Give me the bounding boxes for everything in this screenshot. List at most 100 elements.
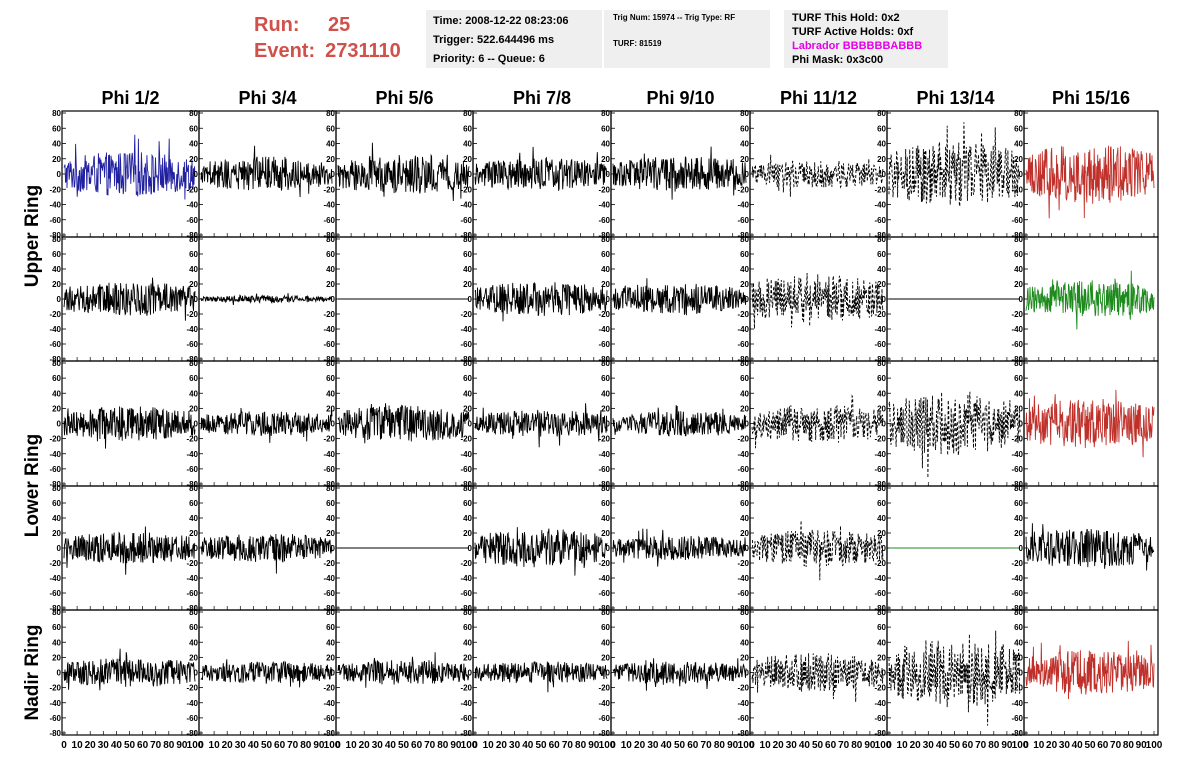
ytick-label-r4-c5-20: 20 [601,529,610,538]
ytick-label-r1-c2--80: -80 [186,231,198,240]
ytick-label-r3-c2-40: 40 [189,389,198,398]
ytick-label-r4-c7-80: 80 [877,484,886,493]
ytick-label-r2-c5--40: -40 [598,325,610,334]
ytick-label-r5-c5-40: 40 [601,638,610,647]
ytick-label-r4-c4-40: 40 [463,514,472,523]
ytick-label-r3-c4-80: 80 [463,359,472,368]
xtick-label-c6-50: 50 [812,740,824,751]
ytick-label-r1-c1-40: 40 [52,140,61,149]
ytick-label-r3-c4--60: -60 [460,465,472,474]
ytick-label-r2-c2--80: -80 [186,355,198,364]
waveform-r5-c5 [612,658,747,691]
ytick-label-r4-c1-60: 60 [52,499,61,508]
ytick-label-r4-c3-40: 40 [326,514,335,523]
ytick-label-r1-c1--80: -80 [49,231,61,240]
ytick-label-r1-c4-60: 60 [463,124,472,133]
ytick-label-r5-c6-80: 80 [740,608,749,617]
ytick-label-r3-c1--20: -20 [49,435,61,444]
ytick-label-r2-c6-60: 60 [740,250,749,259]
xtick-label-c5-70: 70 [701,740,713,751]
ytick-label-r2-c4--40: -40 [460,325,472,334]
xtick-label-c7-60: 60 [962,740,974,751]
ytick-label-r5-c3-60: 60 [326,623,335,632]
ytick-label-r4-c5-80: 80 [601,484,610,493]
ytick-label-r1-c3-80: 80 [326,109,335,118]
ytick-label-r2-c2--40: -40 [186,325,198,334]
ytick-label-r3-c8-20: 20 [1014,404,1023,413]
ytick-label-r1-c5--40: -40 [598,201,610,210]
ytick-label-r2-c7-20: 20 [877,280,886,289]
ytick-label-r1-c2--40: -40 [186,201,198,210]
xtick-label-c2-0: 0 [198,740,204,751]
ytick-label-r4-c4--80: -80 [460,604,472,613]
xtick-label-c5-0: 0 [610,740,616,751]
ytick-label-r5-c5--60: -60 [598,714,610,723]
ytick-label-r4-c2-40: 40 [189,514,198,523]
ytick-label-r5-c6--60: -60 [737,714,749,723]
xtick-label-c5-80: 80 [714,740,726,751]
waveform-r2-c8 [1025,270,1155,330]
ytick-label-r4-c5--40: -40 [598,574,610,583]
ytick-label-r3-c2--40: -40 [186,450,198,459]
xtick-label-c1-0: 0 [61,740,67,751]
ytick-label-r4-c3-20: 20 [326,529,335,538]
ytick-label-r2-c2-0: 0 [194,295,199,304]
ytick-label-r1-c6--20: -20 [737,185,749,194]
xtick-label-c4-100: 100 [599,740,616,751]
ytick-label-r1-c7-80: 80 [877,109,886,118]
ytick-label-r4-c8-0: 0 [1019,544,1024,553]
waveform-r5-c1 [63,648,196,691]
ytick-label-r3-c1--80: -80 [49,480,61,489]
ytick-label-r3-c6--60: -60 [737,465,749,474]
ytick-label-r5-c2-40: 40 [189,638,198,647]
xtick-label-c3-70: 70 [424,740,436,751]
waveform-r1-c2 [200,145,333,198]
ytick-label-r2-c1-0: 0 [57,295,62,304]
ytick-label-r5-c8-20: 20 [1014,653,1023,662]
ytick-label-r3-c1-60: 60 [52,374,61,383]
xtick-label-c5-30: 30 [647,740,659,751]
ytick-label-r4-c6-80: 80 [740,484,749,493]
ytick-label-r3-c5-60: 60 [601,374,610,383]
ytick-label-r4-c4--40: -40 [460,574,472,583]
ytick-label-r1-c7-60: 60 [877,124,886,133]
ytick-label-r4-c2-0: 0 [194,544,199,553]
ytick-label-r5-c6-40: 40 [740,638,749,647]
ytick-label-r1-c4-40: 40 [463,140,472,149]
xtick-label-c4-90: 90 [588,740,600,751]
event-value: 2731110 [325,40,401,62]
waveform-r1-c6 [751,154,884,197]
ytick-label-r4-c7--60: -60 [874,589,886,598]
ytick-label-r1-c5-0: 0 [606,170,611,179]
xtick-label-c6-100: 100 [875,740,892,751]
ytick-label-r2-c4-60: 60 [463,250,472,259]
xtick-label-c7-10: 10 [897,740,909,751]
xtick-label-c2-70: 70 [287,740,299,751]
ytick-label-r1-c3-40: 40 [326,140,335,149]
xtick-label-c3-40: 40 [385,740,397,751]
ytick-label-r4-c2--80: -80 [186,604,198,613]
xtick-label-c5-100: 100 [738,740,755,751]
xtick-label-c4-0: 0 [472,740,478,751]
ytick-label-r4-c3-60: 60 [326,499,335,508]
ytick-label-r2-c1-60: 60 [52,250,61,259]
xtick-label-c7-90: 90 [1001,740,1013,751]
xtick-label-c6-80: 80 [851,740,863,751]
turf-info-box: TURF This Hold: 0x2 TURF Active Holds: 0… [784,10,948,68]
ytick-label-r3-c7--20: -20 [874,435,886,444]
ytick-label-r3-c3-60: 60 [326,374,335,383]
ytick-label-r2-c7-80: 80 [877,235,886,244]
xtick-label-c3-0: 0 [335,740,341,751]
xtick-label-c8-20: 20 [1046,740,1058,751]
ytick-label-r2-c5-40: 40 [601,265,610,274]
ytick-label-r4-c7--40: -40 [874,574,886,583]
waveform-r5-c2 [200,659,333,688]
ytick-label-r3-c8-60: 60 [1014,374,1023,383]
ytick-label-r5-c5-20: 20 [601,653,610,662]
ytick-label-r4-c6-0: 0 [745,544,750,553]
ytick-label-r2-c3-60: 60 [326,250,335,259]
ytick-label-r1-c5--80: -80 [598,231,610,240]
ytick-label-r1-c7-0: 0 [882,170,887,179]
ytick-label-r1-c8-0: 0 [1019,170,1024,179]
